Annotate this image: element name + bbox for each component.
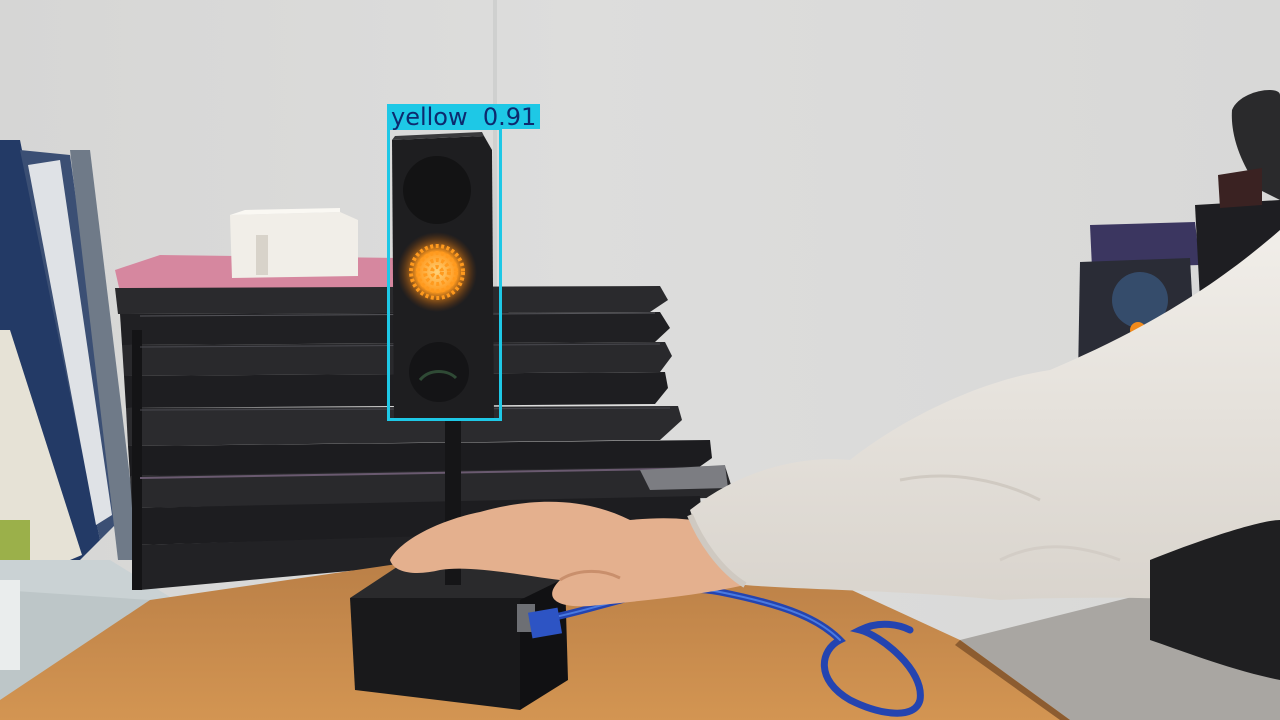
detection-class: yellow	[391, 103, 468, 131]
white-box	[230, 208, 358, 278]
traffic-light	[392, 132, 494, 420]
hand-and-arm	[390, 230, 1280, 607]
detection-bounding-box	[387, 127, 502, 421]
amber-lamp	[409, 244, 465, 300]
wall-corner-shade	[493, 0, 497, 300]
detection-label: yellow 0.91	[387, 103, 541, 131]
desk-edge	[955, 640, 1070, 720]
binders	[0, 140, 140, 560]
laptop-stack	[115, 286, 732, 590]
detection-confidence: 0.91	[482, 103, 537, 131]
chair	[1150, 520, 1280, 680]
